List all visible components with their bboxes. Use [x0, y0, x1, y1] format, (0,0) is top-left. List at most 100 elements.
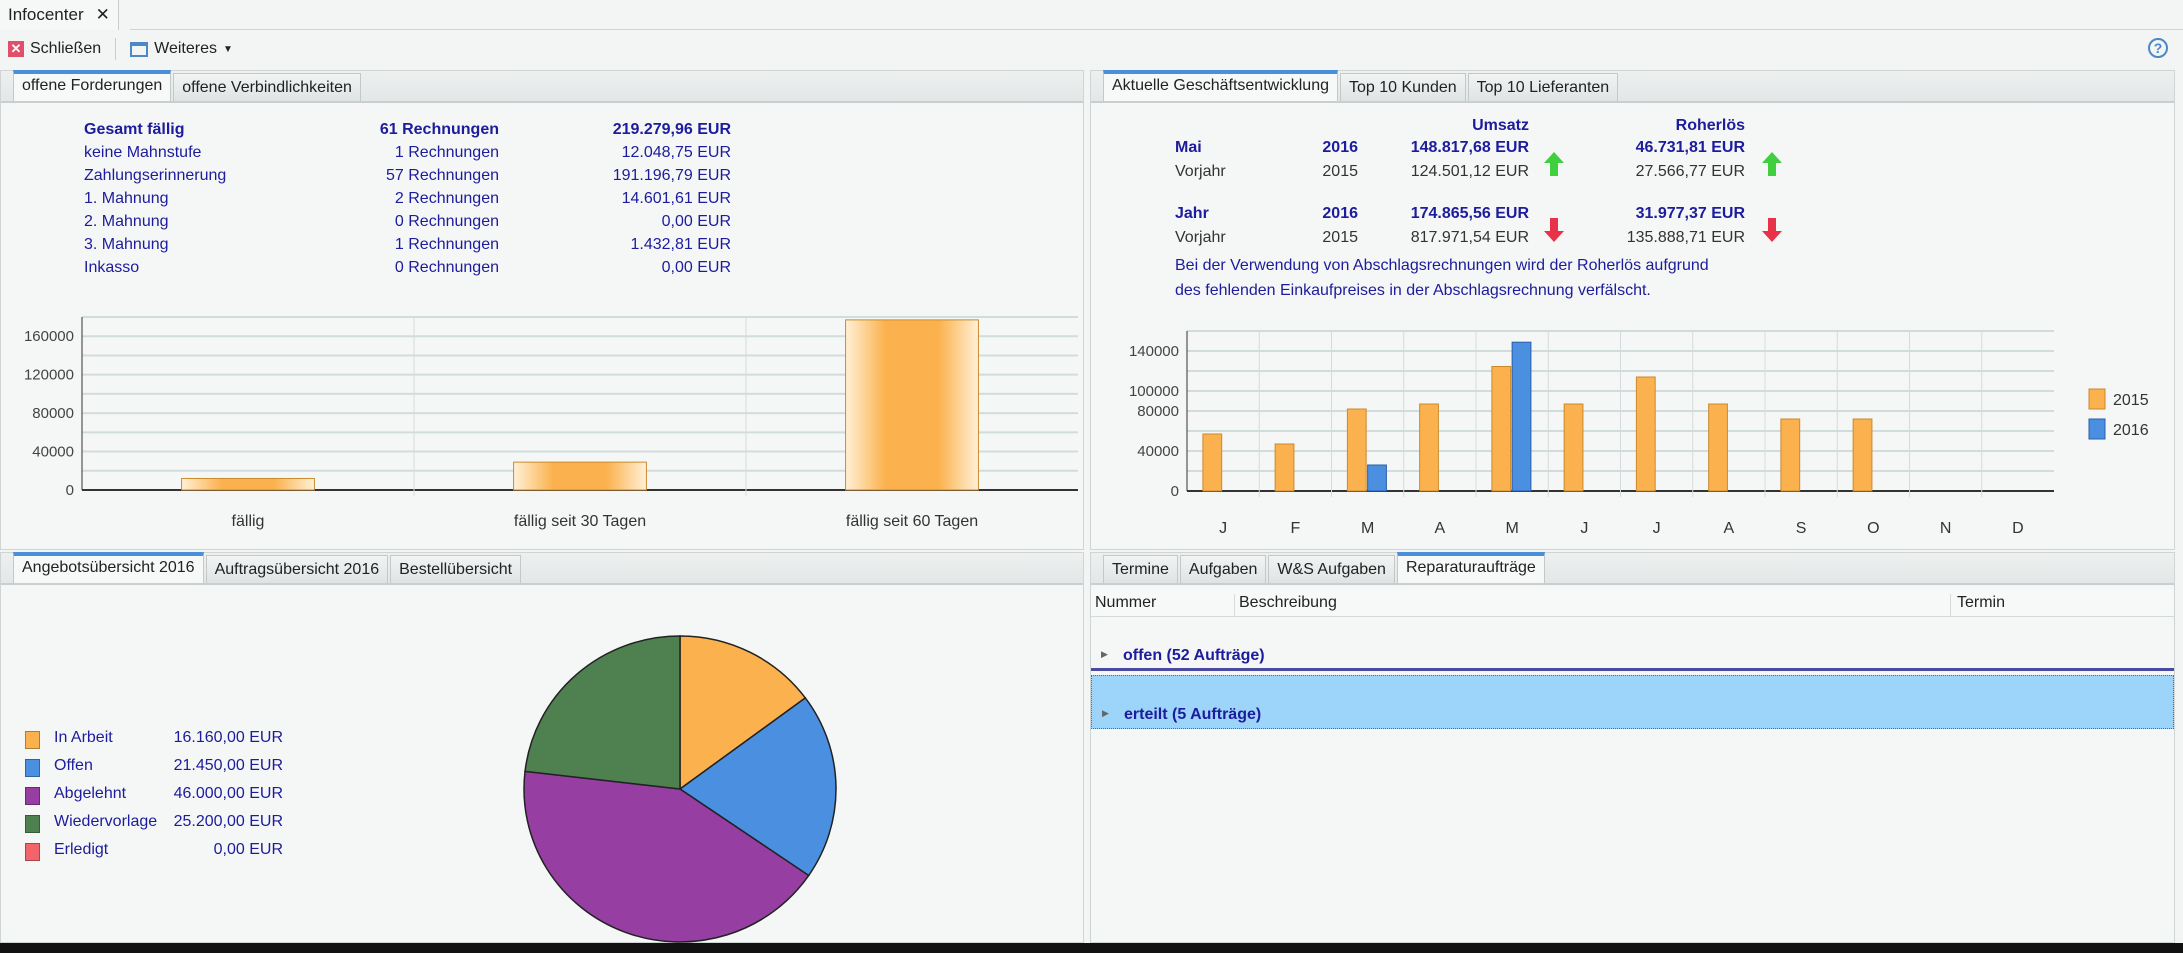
legend-swatch — [25, 759, 40, 777]
receivable-amount: 191.196,79 EUR — [612, 167, 731, 184]
prev-label: Vorjahr — [1175, 163, 1226, 180]
y-tick-label: 80000 — [1137, 403, 1179, 420]
tab-offers-2016[interactable]: Angebotsübersicht 2016 — [13, 552, 204, 583]
y-tick-label: 0 — [66, 482, 74, 499]
receivable-label: Zahlungserinnerung — [84, 167, 227, 184]
y-tick-label: 160000 — [24, 328, 74, 345]
bar — [1346, 408, 1367, 492]
arrow-down-icon — [1544, 218, 1564, 242]
arrow-down-icon — [1762, 218, 1782, 242]
legend-label: Wiedervorlage — [54, 813, 158, 830]
document-tab-infocenter[interactable]: Infocenter ✕ — [0, 0, 119, 30]
x-tick-label: fällig — [232, 513, 265, 530]
expand-arrow-icon[interactable]: ▶ — [1101, 649, 1108, 659]
period-label: Mai — [1175, 139, 1202, 156]
legend-label: 2015 — [2113, 392, 2149, 409]
prev-umsatz-value: 817.971,54 EUR — [1410, 229, 1529, 246]
prev-roherloes-value: 135.888,71 EUR — [1626, 229, 1745, 246]
bar — [1491, 366, 1512, 492]
offers-panel: Angebotsübersicht 2016 Auftragsübersicht… — [0, 552, 1084, 943]
x-tick-label: fällig seit 30 Tagen — [514, 513, 646, 530]
roherloes-value: 46.731,81 EUR — [1635, 139, 1745, 156]
tab-open-liabilities[interactable]: offene Verbindlichkeiten — [173, 73, 361, 101]
receivable-amount: 12.048,75 EUR — [621, 144, 731, 161]
bar — [845, 319, 979, 491]
legend-swatch — [25, 815, 40, 833]
close-button[interactable]: ✕ Schließen — [2, 38, 107, 60]
tab-purchase-orders[interactable]: Bestellübersicht — [390, 555, 522, 583]
toolbar: ✕ Schließen Weiteres ▼ ? — [0, 34, 2183, 64]
x-tick-label: N — [1940, 520, 1952, 537]
bar — [1367, 464, 1387, 492]
legend-swatch — [2088, 418, 2106, 440]
group-row-issued[interactable]: ▶ erteilt (5 Aufträge) — [1091, 675, 2174, 729]
receivable-label: keine Mahnstufe — [84, 144, 202, 161]
table-header: Nummer Beschreibung Termin — [1091, 589, 2174, 617]
window-icon — [130, 41, 149, 57]
tab-top10-suppliers[interactable]: Top 10 Lieferanten — [1467, 73, 1619, 101]
bar — [1511, 341, 1532, 492]
tab-business-development[interactable]: Aktuelle Geschäftsentwicklung — [1103, 70, 1338, 101]
legend-label: Abgelehnt — [54, 785, 127, 802]
offers-pie-chart — [523, 635, 837, 943]
close-icon[interactable]: ✕ — [95, 5, 110, 24]
y-tick-label: 100000 — [1129, 383, 1179, 400]
legend-value: 46.000,00 EUR — [173, 785, 283, 802]
column-header-number[interactable]: Nummer — [1095, 594, 1235, 616]
x-tick-label: O — [1867, 520, 1879, 537]
y-tick-label: 140000 — [1129, 343, 1179, 360]
y-tick-label: 0 — [1171, 483, 1179, 500]
receivable-count: 0 Rechnungen — [394, 259, 499, 276]
x-tick-label: S — [1796, 520, 1807, 537]
legend-value: 0,00 EUR — [213, 841, 283, 858]
bottom-border — [0, 943, 2183, 953]
arrow-up-icon — [1762, 152, 1782, 176]
help-icon[interactable]: ? — [2148, 38, 2168, 58]
bar — [1708, 403, 1728, 492]
roherloes-value: 31.977,37 EUR — [1635, 205, 1745, 222]
column-header-description[interactable]: Beschreibung — [1239, 594, 1951, 616]
pie-slice — [679, 635, 807, 791]
tab-open-receivables[interactable]: offene Forderungen — [13, 70, 172, 101]
receivables-bar-chart: 0 40000 80000 120000 160000 fällig fällig seit… — [24, 316, 1078, 530]
x-tick-label: J — [1219, 520, 1227, 537]
offers-tabs: Angebotsübersicht 2016 Auftragsübersicht… — [1, 552, 1083, 585]
business-panel: Aktuelle Geschäftsentwicklung Top 10 Kun… — [1090, 70, 2175, 550]
more-label: Weiteres — [154, 40, 217, 57]
group-row-open[interactable]: ▶ offen (52 Aufträge) — [1091, 643, 2174, 671]
close-red-icon: ✕ — [8, 41, 24, 57]
tab-repair-orders[interactable]: Reparaturaufträge — [1396, 552, 1545, 583]
umsatz-value: 148.817,68 EUR — [1410, 139, 1529, 156]
repairs-panel: Termine Aufgaben W&S Aufgaben Reparatura… — [1090, 552, 2175, 943]
tab-appointments[interactable]: Termine — [1103, 555, 1178, 583]
close-label: Schließen — [30, 40, 102, 57]
tab-top10-customers[interactable]: Top 10 Kunden — [1340, 73, 1466, 101]
tab-orders-2016[interactable]: Auftragsübersicht 2016 — [205, 555, 389, 583]
legend-swatch — [2088, 388, 2106, 410]
receivable-amount: 0,00 EUR — [661, 213, 731, 230]
receivable-label: 3. Mahnung — [84, 236, 169, 253]
x-tick-label: A — [1724, 520, 1735, 537]
more-button[interactable]: Weiteres ▼ — [124, 38, 239, 60]
header-umsatz: Umsatz — [1472, 117, 1529, 134]
pie-slice — [523, 770, 810, 943]
dropdown-arrow-icon: ▼ — [223, 43, 233, 55]
receivable-label: 2. Mahnung — [84, 213, 169, 230]
receivable-amount: 0,00 EUR — [661, 259, 731, 276]
legend-swatch — [25, 787, 40, 805]
prev-year: 2015 — [1322, 163, 1358, 180]
expand-arrow-icon[interactable]: ▶ — [1102, 708, 1109, 718]
receivable-label: Gesamt fällig — [84, 121, 185, 138]
column-header-date[interactable]: Termin — [1957, 594, 2006, 611]
prev-umsatz-value: 124.501,12 EUR — [1410, 163, 1529, 180]
legend-value: 25.200,00 EUR — [173, 813, 283, 830]
prev-year: 2015 — [1322, 229, 1358, 246]
tab-ws-tasks[interactable]: W&S Aufgaben — [1268, 555, 1395, 583]
tab-tasks[interactable]: Aufgaben — [1179, 555, 1267, 583]
business-tabs: Aktuelle Geschäftsentwicklung Top 10 Kun… — [1091, 70, 2174, 103]
x-tick-label: F — [1290, 520, 1300, 537]
receivable-amount: 14.601,61 EUR — [621, 190, 731, 207]
bar — [1635, 376, 1656, 492]
legend-value: 21.450,00 EUR — [173, 757, 283, 774]
receivables-tabs: offene Forderungen offene Verbindlichkei… — [1, 70, 1083, 103]
